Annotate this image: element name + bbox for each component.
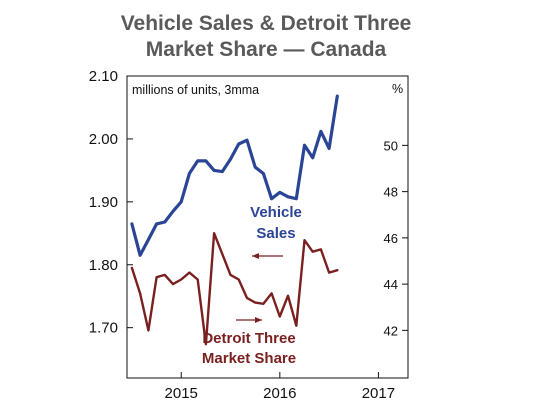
market-share-point <box>205 343 207 345</box>
market-share-point <box>279 315 281 318</box>
market-share-point <box>131 267 133 269</box>
market-share-point <box>262 303 264 305</box>
vehicle-sales-point <box>164 221 166 223</box>
vehicle-sales-point <box>213 169 215 171</box>
market-share-annotation-line2: Market Share <box>202 350 296 367</box>
vehicle-sales-point <box>172 210 174 212</box>
market-share-point <box>180 278 182 281</box>
left-tick-label: 1.90 <box>89 194 118 211</box>
vehicle-sales-point <box>147 239 149 241</box>
market-share-point <box>156 276 158 278</box>
left-axis: 2.10 2.00 1.90 1.80 1.70 <box>89 68 133 337</box>
vehicle-sales-point <box>279 191 281 193</box>
left-tick-label: 2.10 <box>89 68 118 85</box>
market-share-point <box>147 329 149 331</box>
vehicle-sales-point <box>328 147 330 149</box>
market-share-point <box>164 274 166 276</box>
plot-area <box>126 75 409 379</box>
chart-title-line1: Vehicle Sales & Detroit Three <box>121 12 412 35</box>
right-tick-label: 42 <box>384 323 398 338</box>
vehicle-sales-point <box>180 201 182 203</box>
vehicle-sales-point <box>287 196 289 198</box>
vehicle-sales-point <box>320 130 322 132</box>
market-share-point <box>271 292 273 294</box>
x-tick-label: 2015 <box>165 385 198 402</box>
vehicle-sales-point <box>271 198 273 200</box>
market-share-point <box>238 278 240 281</box>
vehicle-sales-annotation-line1: Vehicle <box>250 204 302 221</box>
market-share-annotation-line1: Detroit Three <box>202 330 295 347</box>
x-axis: 2015 2016 2017 <box>165 372 395 402</box>
market-share-point <box>295 325 297 327</box>
market-share-point <box>197 278 199 281</box>
vehicle-sales-point <box>336 95 338 97</box>
vehicle-sales-point <box>262 172 264 175</box>
market-share-point <box>221 253 223 255</box>
right-tick-label: 44 <box>384 277 398 292</box>
vehicle-sales-point <box>295 198 297 200</box>
market-share-point <box>188 272 190 274</box>
market-share-point <box>213 232 215 234</box>
right-axis: 50 48 46 44 42 <box>384 138 408 338</box>
vehicle-sales-point <box>312 157 314 159</box>
x-tick-label: 2016 <box>263 385 296 402</box>
right-axis-unit-label: % <box>392 82 403 96</box>
market-share-point <box>336 269 338 271</box>
vehicle-sales-point <box>205 160 207 162</box>
market-share-point <box>303 239 306 241</box>
vehicle-sales-line <box>130 94 339 257</box>
left-axis-unit-label: millions of units, 3mma <box>132 83 259 97</box>
right-tick-label: 48 <box>384 185 398 200</box>
vehicle-sales-point <box>139 254 141 256</box>
market-share-point <box>312 251 314 253</box>
market-share-point <box>172 283 174 285</box>
vehicle-sales-point <box>254 166 256 168</box>
market-share-line <box>130 232 339 346</box>
vehicle-sales-point <box>197 160 199 162</box>
market-share-point <box>229 274 232 276</box>
chart-title-line2: Market Share — Canada <box>146 38 387 61</box>
market-share-point <box>246 297 248 299</box>
market-share-point <box>328 272 330 274</box>
left-tick-label: 2.00 <box>89 131 118 148</box>
vehicle-sales-point <box>156 223 158 225</box>
market-share-point <box>139 292 141 294</box>
vehicle-sales-point <box>246 139 248 141</box>
x-tick-label: 2017 <box>362 385 395 402</box>
series-layer <box>130 94 339 346</box>
market-share-point <box>287 295 289 297</box>
market-share-point <box>320 248 322 250</box>
right-tick-label: 50 <box>384 138 398 153</box>
left-tick-label: 1.70 <box>89 320 118 337</box>
vehicle-sales-point <box>229 158 232 160</box>
vehicle-sales-point <box>303 144 306 146</box>
vehicle-sales-point <box>131 223 133 225</box>
right-tick-label: 46 <box>384 231 398 246</box>
left-tick-label: 1.80 <box>89 257 118 274</box>
vehicle-sales-point <box>188 172 190 175</box>
vehicle-sales-arrow-icon <box>252 253 283 259</box>
vehicle-sales-point <box>221 171 223 173</box>
market-share-arrow-icon <box>236 317 262 323</box>
vehicle-sales-annotation-line2: Sales <box>256 225 295 242</box>
market-share-point <box>254 302 256 304</box>
vehicle-sales-point <box>238 143 240 145</box>
